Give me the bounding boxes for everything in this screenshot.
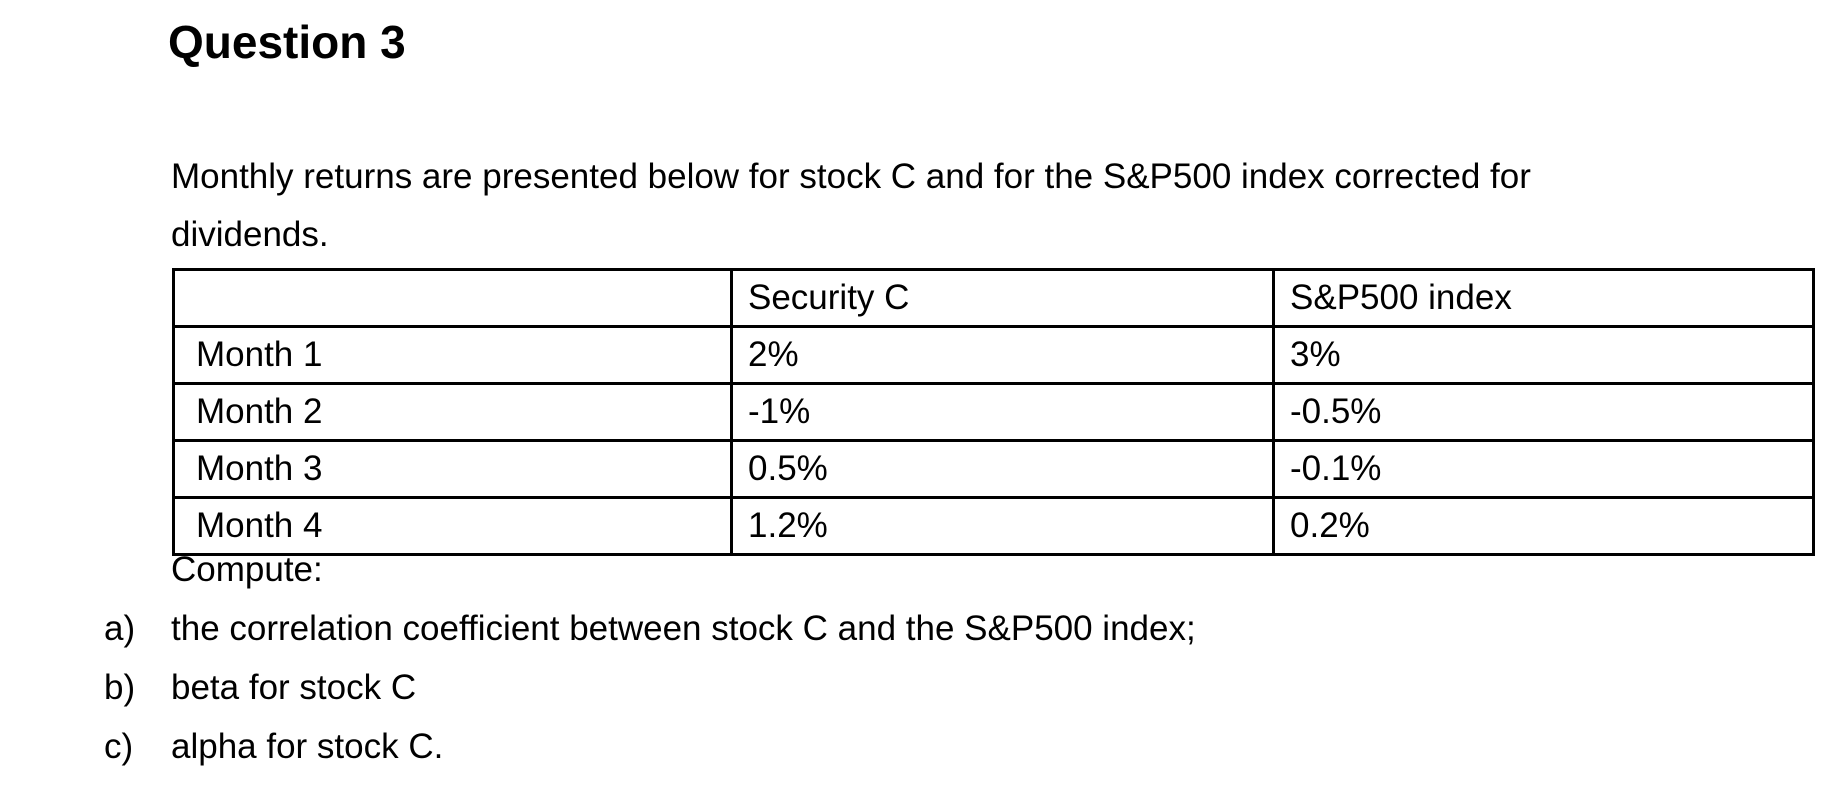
table-cell-month: Month 2 [172, 382, 733, 442]
table-cell-security-c-return: 0.5% [730, 439, 1275, 499]
intro-line-2: dividends. [171, 215, 329, 254]
table-cell-sp500-return: -0.5% [1272, 382, 1815, 442]
table-cell-sp500-return: 3% [1272, 325, 1815, 385]
list-item-a: a) the correlation coefficient between s… [104, 599, 1196, 658]
table-cell-security-c-return: -1% [730, 382, 1275, 442]
list-marker: a) [104, 609, 136, 648]
list-marker: c) [104, 727, 134, 766]
list-marker: b) [104, 668, 136, 707]
task-list: a) the correlation coefficient between s… [104, 599, 1196, 776]
list-item-b: b) beta for stock C [104, 658, 1196, 717]
question-heading: Question 3 [168, 16, 406, 68]
table-row: Month 4 1.2% 0.2% [172, 496, 1815, 556]
list-item-c: c) alpha for stock C. [104, 717, 1196, 776]
table-row: Month 2 -1% -0.5% [172, 382, 1815, 442]
compute-label: Compute: [171, 550, 323, 589]
table-cell-month: Month 4 [172, 496, 733, 556]
table-cell-month: Month 3 [172, 439, 733, 499]
table-row: Month 1 2% 3% [172, 325, 1815, 385]
header-cell-sp500-index: S&P500 index [1272, 268, 1815, 328]
list-item-text: beta for stock C [171, 668, 417, 707]
table-cell-month: Month 1 [172, 325, 733, 385]
list-item-text: the correlation coefficient between stoc… [171, 609, 1196, 648]
intro-paragraph: Monthly returns are presented below for … [171, 148, 1531, 264]
monthly-returns-table: Security C S&P500 index Month 1 2% 3% Mo… [172, 268, 1815, 556]
table-cell-sp500-return: -0.1% [1272, 439, 1815, 499]
list-item-text: alpha for stock C. [171, 727, 444, 766]
table-cell-sp500-return: 0.2% [1272, 496, 1815, 556]
table-cell-security-c-return: 1.2% [730, 496, 1275, 556]
intro-line-1: Monthly returns are presented below for … [171, 157, 1531, 196]
table-cell-security-c-return: 2% [730, 325, 1275, 385]
table-row: Month 3 0.5% -0.1% [172, 439, 1815, 499]
header-cell-empty [172, 268, 733, 328]
table-header-row: Security C S&P500 index [172, 268, 1815, 328]
header-cell-security-c: Security C [730, 268, 1275, 328]
